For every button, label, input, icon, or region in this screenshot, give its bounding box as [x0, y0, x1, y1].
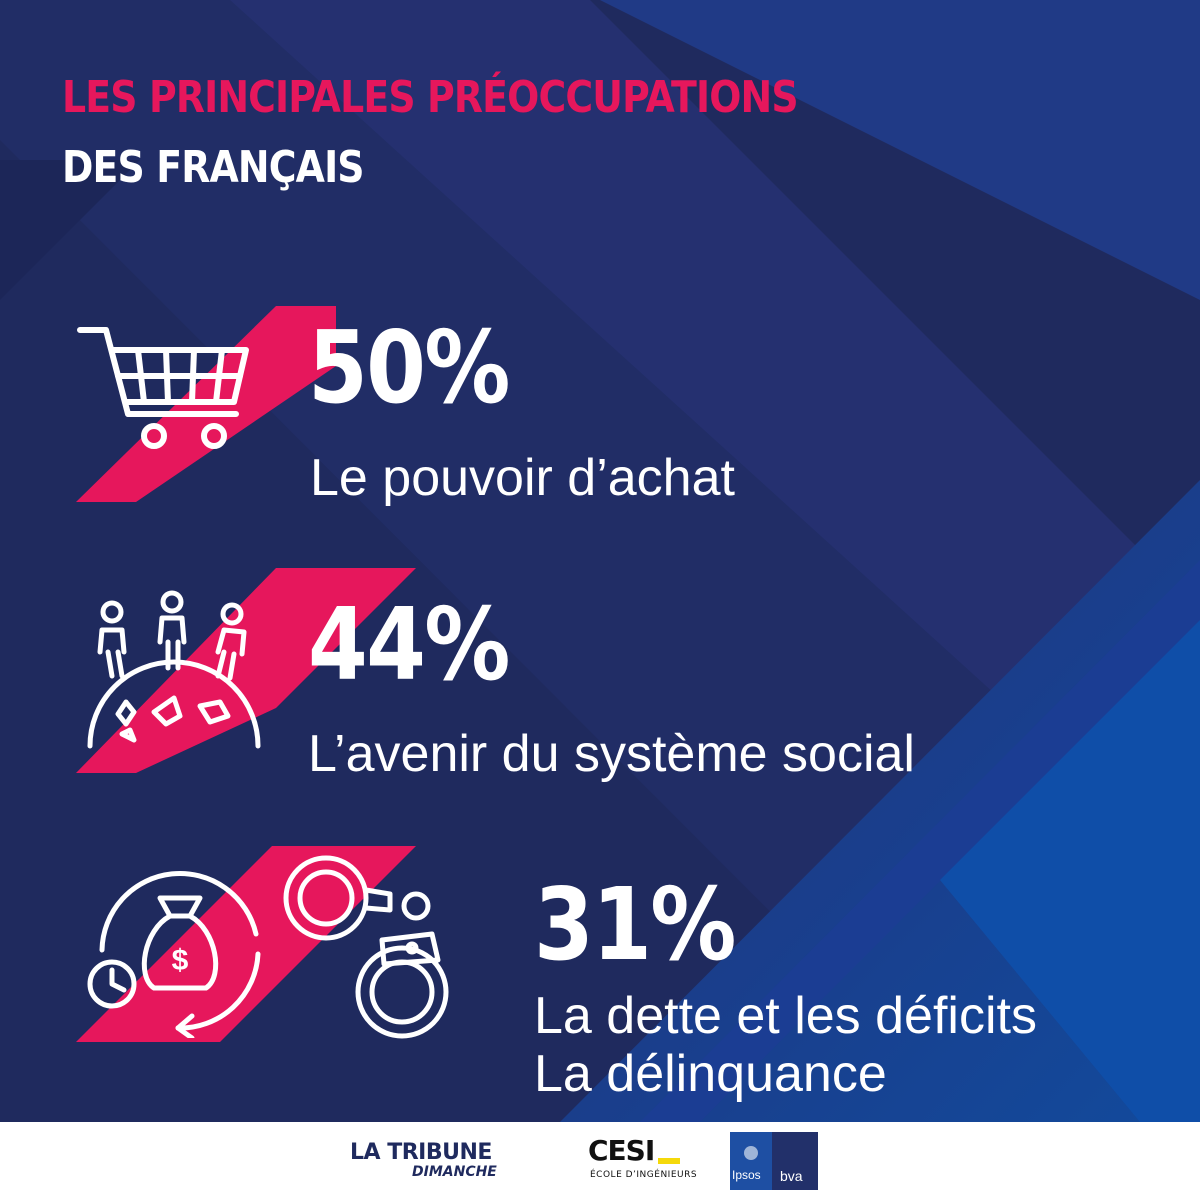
- bva-logo-text: bva: [780, 1168, 803, 1184]
- stat-value-debt-crime: 31%: [534, 866, 736, 983]
- tribune-logo-main: LA TRIBUNE: [350, 1140, 492, 1165]
- ipsos-logo-block: Ipsos: [730, 1132, 772, 1190]
- tribune-logo-sub: DIMANCHE: [412, 1164, 497, 1180]
- highlight-stripe-3: [76, 846, 416, 1042]
- stat-label-purchasing-power: Le pouvoir d’achat: [310, 449, 735, 507]
- stat-label-crime: La délinquance: [534, 1045, 887, 1103]
- people-on-globe-icon: [87, 590, 261, 749]
- ipsos-logo-text: Ipsos: [732, 1168, 761, 1182]
- money-bag-cycle-icon: $: [87, 871, 261, 1038]
- stat-value-purchasing-power: 50%: [308, 309, 510, 426]
- ipsos-bva-logo: Ipsos bva: [730, 1132, 820, 1190]
- la-tribune-dimanche-logo: LA TRIBUNE DIMANCHE: [350, 1140, 540, 1186]
- handcuffs-icon: [283, 855, 449, 1039]
- cesi-logo-bar: [658, 1158, 680, 1164]
- cesi-logo-main: CESI: [588, 1134, 655, 1167]
- stat-value-social-system: 44%: [308, 586, 510, 703]
- bva-logo-block: bva: [772, 1132, 818, 1190]
- svg-text:$: $: [172, 944, 189, 977]
- stat-label-debt: La dette et les déficits: [534, 987, 1037, 1045]
- stat-label-social-system: L’avenir du système social: [308, 725, 915, 783]
- shopping-cart-icon: [77, 327, 249, 449]
- cesi-logo: CESI ÉCOLE D’INGÉNIEURS: [588, 1134, 697, 1190]
- page-title-line-1: LES PRINCIPALES PRÉOCCUPATIONS: [62, 72, 799, 123]
- cesi-logo-sub: ÉCOLE D’INGÉNIEURS: [590, 1170, 698, 1180]
- footer-logos-bar: LA TRIBUNE DIMANCHE CESI ÉCOLE D’INGÉNIE…: [0, 1122, 1200, 1200]
- ipsos-logo-mark: [744, 1146, 758, 1160]
- page-title-line-2: DES FRANÇAIS: [62, 142, 365, 193]
